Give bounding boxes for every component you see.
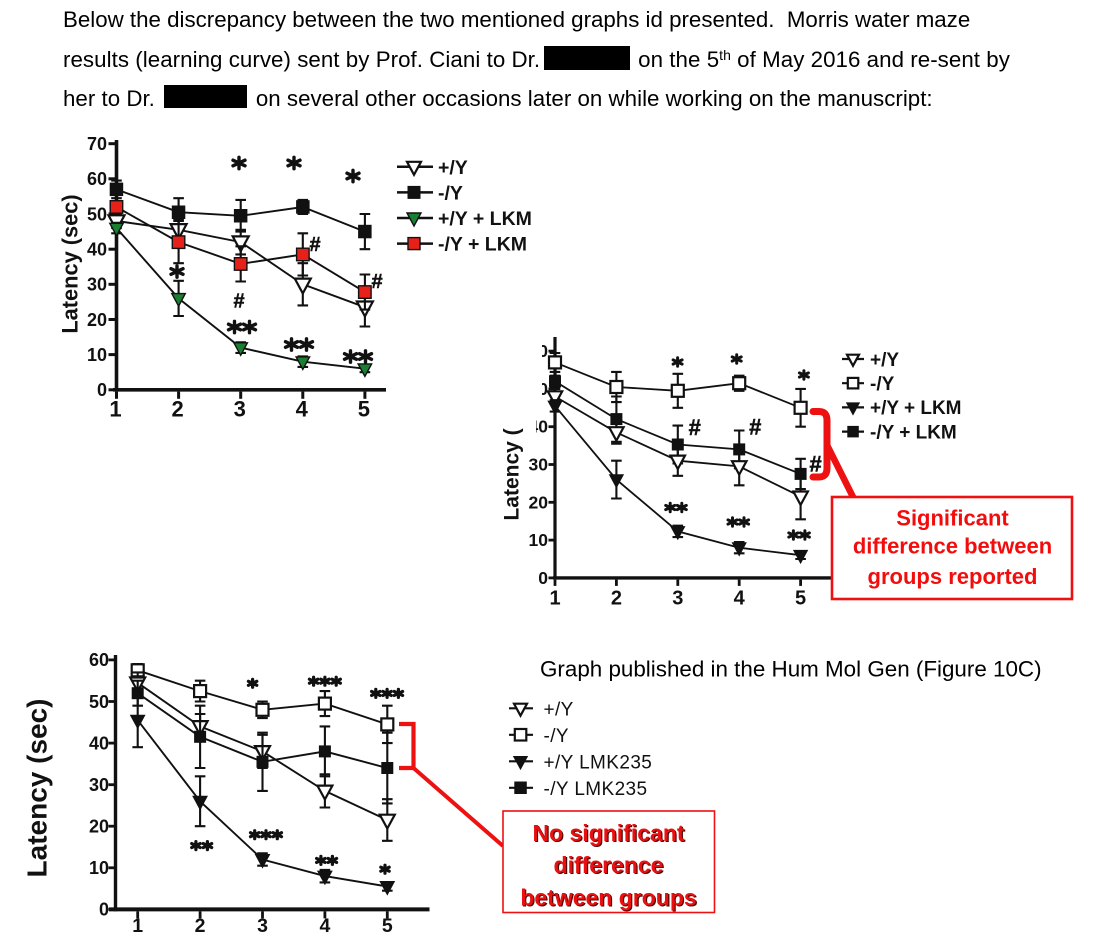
svg-text:#: #	[233, 290, 244, 312]
svg-text:3: 3	[672, 588, 683, 610]
svg-text:4: 4	[734, 588, 746, 610]
svg-text:3: 3	[257, 915, 268, 937]
svg-text:20: 20	[89, 817, 109, 837]
svg-text:No significant: No significant	[532, 820, 684, 846]
svg-text:#: #	[749, 415, 761, 440]
svg-text:-/Y: -/Y	[438, 182, 463, 204]
svg-text:between groups: between groups	[522, 886, 698, 912]
svg-text:Latency (sec): Latency (sec)	[58, 194, 83, 333]
svg-text:10: 10	[87, 345, 107, 365]
svg-text:20: 20	[529, 492, 549, 512]
svg-text:0: 0	[538, 568, 548, 588]
svg-text:4: 4	[319, 915, 330, 937]
svg-text:groups reported: groups reported	[868, 564, 1038, 589]
svg-text:1: 1	[109, 397, 121, 422]
svg-text:10: 10	[89, 858, 109, 878]
svg-text:+/Y + LKM: +/Y + LKM	[870, 398, 962, 419]
svg-text:20: 20	[87, 310, 107, 330]
svg-text:50: 50	[89, 692, 109, 712]
svg-text:70: 70	[87, 134, 107, 154]
svg-text:2: 2	[611, 588, 622, 610]
svg-text:1: 1	[132, 915, 143, 937]
svg-text:30: 30	[529, 455, 549, 475]
svg-text:difference between: difference between	[853, 534, 1052, 559]
svg-text:30: 30	[87, 275, 107, 295]
svg-text:0: 0	[99, 900, 109, 920]
svg-text:4: 4	[296, 397, 309, 422]
svg-text:Significant: Significant	[896, 506, 1009, 531]
svg-text:difference: difference	[554, 852, 664, 878]
svg-text:40: 40	[87, 240, 107, 260]
svg-text:1: 1	[549, 588, 560, 610]
svg-text:+/Y LMK235: +/Y LMK235	[544, 752, 653, 773]
svg-text:Latency (sec): Latency (sec)	[22, 699, 53, 878]
svg-text:No significant: No significant	[534, 821, 686, 847]
svg-text:#: #	[689, 415, 701, 440]
svg-text:40: 40	[89, 733, 109, 753]
svg-text:2: 2	[195, 915, 206, 937]
svg-text:difference: difference	[555, 853, 665, 879]
svg-text:-/Y: -/Y	[870, 374, 895, 395]
svg-text:#: #	[809, 452, 821, 477]
svg-text:60: 60	[89, 650, 109, 670]
svg-text:2: 2	[171, 397, 183, 422]
svg-text:5: 5	[795, 588, 806, 610]
svg-text:Graph published in the Hum Mol: Graph published in the Hum Mol Gen (Figu…	[540, 657, 1042, 682]
svg-text:#: #	[309, 234, 320, 256]
svg-text:+/Y: +/Y	[438, 157, 468, 179]
svg-text:30: 30	[89, 775, 109, 795]
svg-text:-/Y + LKM: -/Y + LKM	[438, 234, 527, 256]
svg-text:-/Y LMK235: -/Y LMK235	[544, 779, 648, 800]
svg-text:10: 10	[529, 530, 549, 550]
svg-text:#: #	[371, 271, 382, 293]
svg-text:+/Y + LKM: +/Y + LKM	[438, 208, 532, 230]
svg-text:+/Y: +/Y	[870, 350, 899, 371]
svg-text:+/Y: +/Y	[544, 699, 574, 720]
svg-text:0: 0	[97, 380, 107, 400]
svg-text:60: 60	[87, 169, 107, 189]
svg-text:3: 3	[234, 397, 246, 422]
svg-text:5: 5	[382, 915, 393, 937]
svg-text:5: 5	[358, 397, 370, 422]
svg-text:50: 50	[87, 204, 107, 224]
svg-text:-/Y: -/Y	[544, 726, 569, 747]
svg-text:-/Y + LKM: -/Y + LKM	[870, 422, 957, 443]
svg-text:between groups: between groups	[520, 885, 696, 911]
